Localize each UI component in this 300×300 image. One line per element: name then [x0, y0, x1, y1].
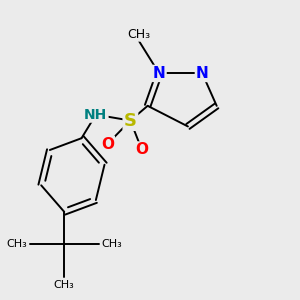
Text: NH: NH — [84, 108, 107, 122]
Text: N: N — [153, 66, 166, 81]
Text: CH₃: CH₃ — [102, 239, 122, 249]
Text: CH₃: CH₃ — [54, 280, 75, 290]
Text: CH₃: CH₃ — [6, 239, 27, 249]
Text: O: O — [101, 136, 114, 152]
Text: CH₃: CH₃ — [128, 28, 151, 41]
Text: N: N — [196, 66, 209, 81]
Text: S: S — [124, 112, 137, 130]
Text: O: O — [135, 142, 148, 158]
